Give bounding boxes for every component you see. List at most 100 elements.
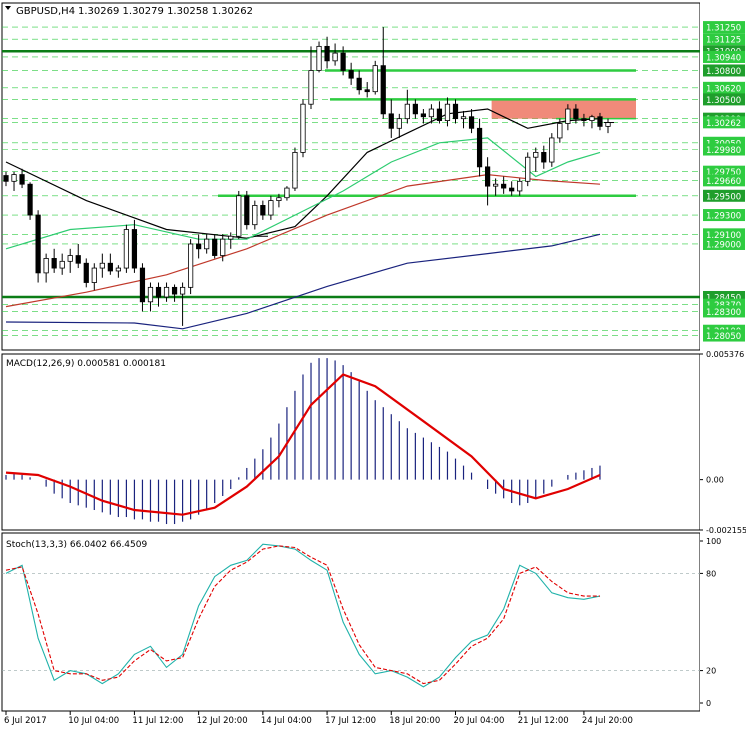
candle-body [364,89,370,93]
candle-body [179,286,186,295]
candle-body [260,205,266,216]
candle-body [372,65,378,93]
candles [3,27,614,326]
price-axis-tag [703,33,745,46]
price-axis-tag [703,93,745,106]
axis-background [700,0,746,731]
resistance-zone [491,99,636,119]
macd-axis-label: 0.00 [706,476,724,485]
time-axis-label: 11 Jul 12:00 [132,716,183,726]
price-axis-label: 1.29980 [706,146,741,156]
price-axis-label: 1.29000 [706,240,741,250]
candle-body [380,65,386,115]
candle-body [436,108,443,121]
candle-body [131,229,138,269]
candle-body [476,127,483,168]
time-axis-label: 10 Jul 04:00 [68,716,119,726]
candle-body [244,195,250,226]
candle-body [356,77,362,91]
candle-body [147,286,154,303]
ohlc-readout: 1.30269 1.30279 1.30258 1.30262 [78,6,253,17]
candle-body [155,286,162,298]
macd-axis-label: 0.005376 [706,350,744,359]
moving-average-line [5,233,601,330]
candle-body [396,118,402,129]
chart-header: GBPUSD,H4 [16,6,75,17]
candle-body [573,108,579,120]
candle-body [468,116,475,129]
price-axis-tag [703,237,745,250]
candle-body [460,116,467,120]
candle-body [83,262,89,283]
price-axis-tag [703,305,745,318]
stoch-line [5,545,600,685]
panel-frame [1,532,701,712]
candle-body [565,108,571,124]
macd-signal-line [5,373,601,516]
price-axis-label: 1.29500 [706,192,741,202]
price-axis-label: 1.29750 [706,168,741,178]
candle-body [139,267,146,303]
candle-body [501,183,507,189]
price-axis-label: 1.30500 [706,96,741,106]
candle-body [541,152,547,163]
macd-label: MACD(12,26,9) 0.000581 0.000181 [6,359,166,369]
collapse-triangle-icon[interactable] [5,6,11,10]
candle-body [517,180,523,192]
candle-body [171,286,178,295]
time-axis-label: 17 Jul 12:00 [325,716,376,726]
price-axis-label: 1.29660 [706,177,741,187]
stoch-axis-label: 100 [706,537,721,546]
price-axis-tag [703,116,745,129]
candle-body [597,116,603,127]
price-axis-tag [703,189,745,202]
time-axis-label: 18 Jul 20:00 [389,716,440,726]
price-axis-label: 1.29300 [706,212,741,222]
candle-body [549,137,555,163]
candle-body [236,195,242,237]
candle-body [252,205,258,226]
time-axis-label: 12 Jul 20:00 [197,716,248,726]
price-axis-tag [703,329,745,342]
candle-body [67,255,73,262]
candle-body [51,258,57,269]
candle-body [308,70,314,105]
candle-body [605,122,611,127]
candle-body [115,267,121,272]
candle-body [220,238,226,256]
price-axis-tag [703,209,745,222]
candle-body [212,238,218,256]
stoch-axis-label: 20 [706,667,716,676]
candle-body [3,175,9,182]
price-axis-label: 1.29100 [706,231,741,241]
candle-body [35,214,41,274]
candle-body [300,103,306,153]
price-axis-label: 1.30620 [706,84,741,94]
price-axis-label: 1.30262 [706,119,741,129]
candle-body [444,103,451,121]
candle-body [188,243,194,288]
candle-body [284,187,290,199]
moving-average-line [5,108,601,239]
candle-body [75,255,81,264]
price-axis-label: 1.28300 [706,308,741,318]
candle-body [388,113,394,129]
candle-body [484,166,491,187]
macd-axis-label: -0.002155 [706,526,746,535]
candle-body [91,267,97,283]
candle-body [196,243,202,250]
candle-body [533,152,539,158]
price-axis-tag [703,64,745,77]
candle-body [509,187,515,192]
time-axis-label: 14 Jul 04:00 [261,716,312,726]
macd-panel: 0.005376 0.00 -0.002155 [5,350,746,535]
candle-body [332,52,338,62]
candle-body [493,183,499,187]
candle-body [428,108,435,118]
price-axis: 1.312501.311251.310001.309401.308001.306… [703,21,745,342]
stoch-line [5,543,601,688]
candle-body [43,258,49,274]
candle-body [228,235,234,240]
